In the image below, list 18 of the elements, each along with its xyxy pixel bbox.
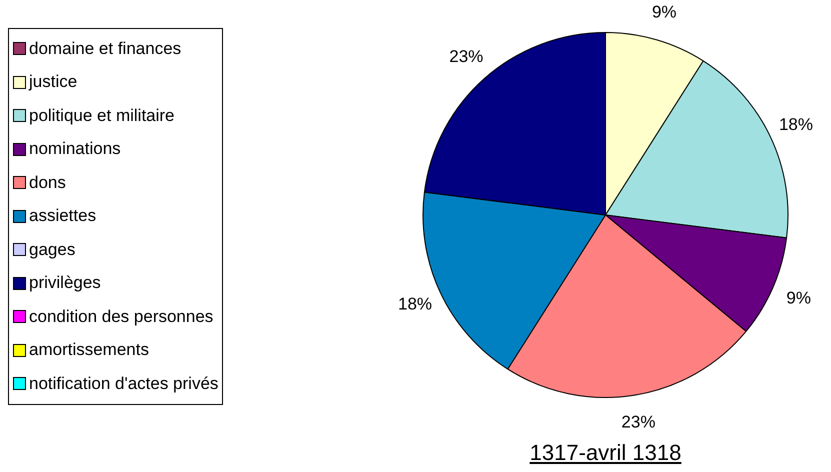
- legend-label: justice: [29, 72, 78, 92]
- data-label: 23%: [449, 46, 484, 66]
- text: 1317-avril 1318: [528, 440, 682, 466]
- legend-label: domaine et finances: [29, 38, 182, 59]
- legend-label: privilèges: [29, 273, 101, 294]
- data-label: 23%: [621, 412, 656, 432]
- data-label: 9%: [652, 2, 677, 22]
- legend-label: nominations: [29, 139, 121, 160]
- data-label: 18%: [398, 294, 432, 314]
- data-label: 18%: [778, 115, 813, 134]
- legend-label: amortissements: [29, 340, 149, 360]
- legend-label: politique et militaire: [29, 106, 175, 126]
- legend-label: gages: [29, 240, 76, 260]
- data-label: 9%: [786, 288, 811, 308]
- legend-label: dons: [29, 172, 66, 193]
- legend-label: notification d'actes privés: [29, 374, 218, 394]
- legend-label: assiettes: [29, 206, 96, 226]
- legend-label: condition des personnes: [29, 306, 214, 327]
